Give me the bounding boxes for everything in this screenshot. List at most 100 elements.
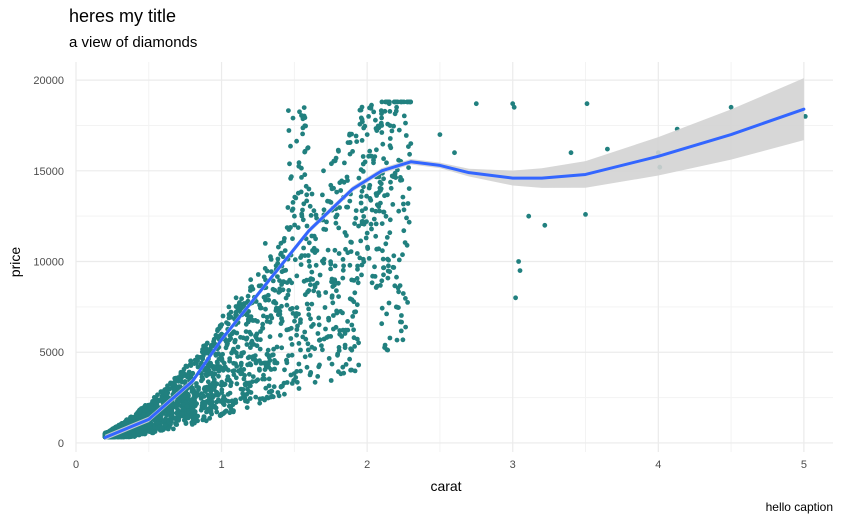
data-point xyxy=(391,253,397,259)
data-point xyxy=(344,233,349,238)
data-point xyxy=(306,186,312,192)
data-point xyxy=(329,295,335,300)
data-point xyxy=(309,301,315,307)
data-point xyxy=(400,291,406,296)
data-point xyxy=(404,215,409,221)
data-point xyxy=(401,113,407,119)
data-point xyxy=(243,336,249,342)
data-point xyxy=(286,128,292,133)
data-point xyxy=(290,115,296,121)
data-point xyxy=(378,186,384,192)
data-point xyxy=(334,189,340,195)
data-point xyxy=(324,219,329,225)
data-point xyxy=(331,326,336,332)
data-point xyxy=(231,360,237,366)
data-point xyxy=(302,253,308,258)
data-point xyxy=(286,227,292,232)
confidence-ribbon-layer xyxy=(105,78,804,441)
data-point xyxy=(160,389,165,395)
data-point xyxy=(353,215,359,221)
data-point xyxy=(209,342,215,348)
data-point xyxy=(161,418,167,423)
data-point xyxy=(219,322,225,327)
data-point xyxy=(320,347,325,353)
data-point xyxy=(179,411,185,416)
data-point xyxy=(300,125,306,131)
data-point xyxy=(211,387,217,392)
data-point xyxy=(584,101,590,107)
data-point xyxy=(298,368,303,374)
data-point xyxy=(393,108,399,114)
data-point xyxy=(293,314,299,319)
data-point xyxy=(288,325,294,331)
data-point xyxy=(338,188,344,193)
data-point xyxy=(322,305,328,310)
data-point xyxy=(330,284,336,289)
data-point xyxy=(272,360,278,366)
data-point xyxy=(264,394,270,400)
data-point xyxy=(316,315,322,321)
data-point xyxy=(323,290,329,295)
data-point xyxy=(351,335,357,341)
data-point xyxy=(385,347,391,353)
data-point xyxy=(288,336,294,341)
data-point xyxy=(228,336,234,341)
data-point xyxy=(381,265,386,271)
data-point xyxy=(304,192,310,198)
chart-subtitle: a view of diamonds xyxy=(69,34,198,51)
data-point xyxy=(356,340,361,346)
data-point xyxy=(257,396,263,402)
data-point xyxy=(296,160,302,166)
data-point xyxy=(250,356,256,362)
data-point xyxy=(368,221,374,227)
data-point xyxy=(361,214,367,219)
data-point xyxy=(320,192,325,198)
data-point xyxy=(293,195,299,201)
y-tick-label: 15000 xyxy=(33,166,64,178)
data-point xyxy=(398,319,403,325)
data-point xyxy=(309,269,315,275)
data-point xyxy=(266,383,272,389)
data-point xyxy=(387,136,393,141)
data-point xyxy=(407,151,412,157)
data-point xyxy=(247,361,253,366)
data-point xyxy=(296,361,302,367)
data-point xyxy=(305,347,311,353)
data-point xyxy=(273,263,279,269)
data-point xyxy=(403,133,409,138)
data-point xyxy=(193,392,199,398)
data-point xyxy=(473,101,479,107)
data-point xyxy=(253,378,259,384)
data-point xyxy=(373,221,379,227)
data-point xyxy=(367,196,373,201)
data-point xyxy=(220,398,226,404)
data-point xyxy=(328,266,333,272)
data-point xyxy=(401,228,407,234)
data-point xyxy=(390,202,396,207)
data-point xyxy=(244,405,250,410)
data-point xyxy=(336,348,342,353)
data-point xyxy=(276,393,282,399)
data-point xyxy=(316,337,322,343)
data-point xyxy=(399,313,404,318)
data-point xyxy=(260,321,266,327)
data-point xyxy=(128,419,134,425)
data-point xyxy=(365,244,370,250)
data-point xyxy=(235,344,241,350)
data-point xyxy=(272,366,277,372)
data-point xyxy=(384,160,389,166)
data-point xyxy=(304,223,310,229)
data-point xyxy=(294,138,299,144)
data-point xyxy=(286,353,291,359)
data-point xyxy=(400,194,406,200)
data-point xyxy=(305,145,310,151)
data-point xyxy=(289,352,295,358)
data-point xyxy=(263,306,268,312)
data-point xyxy=(258,337,263,343)
data-point xyxy=(238,371,244,377)
data-point xyxy=(401,207,407,213)
data-point xyxy=(371,216,377,222)
data-point xyxy=(326,356,332,361)
data-point xyxy=(379,321,385,327)
